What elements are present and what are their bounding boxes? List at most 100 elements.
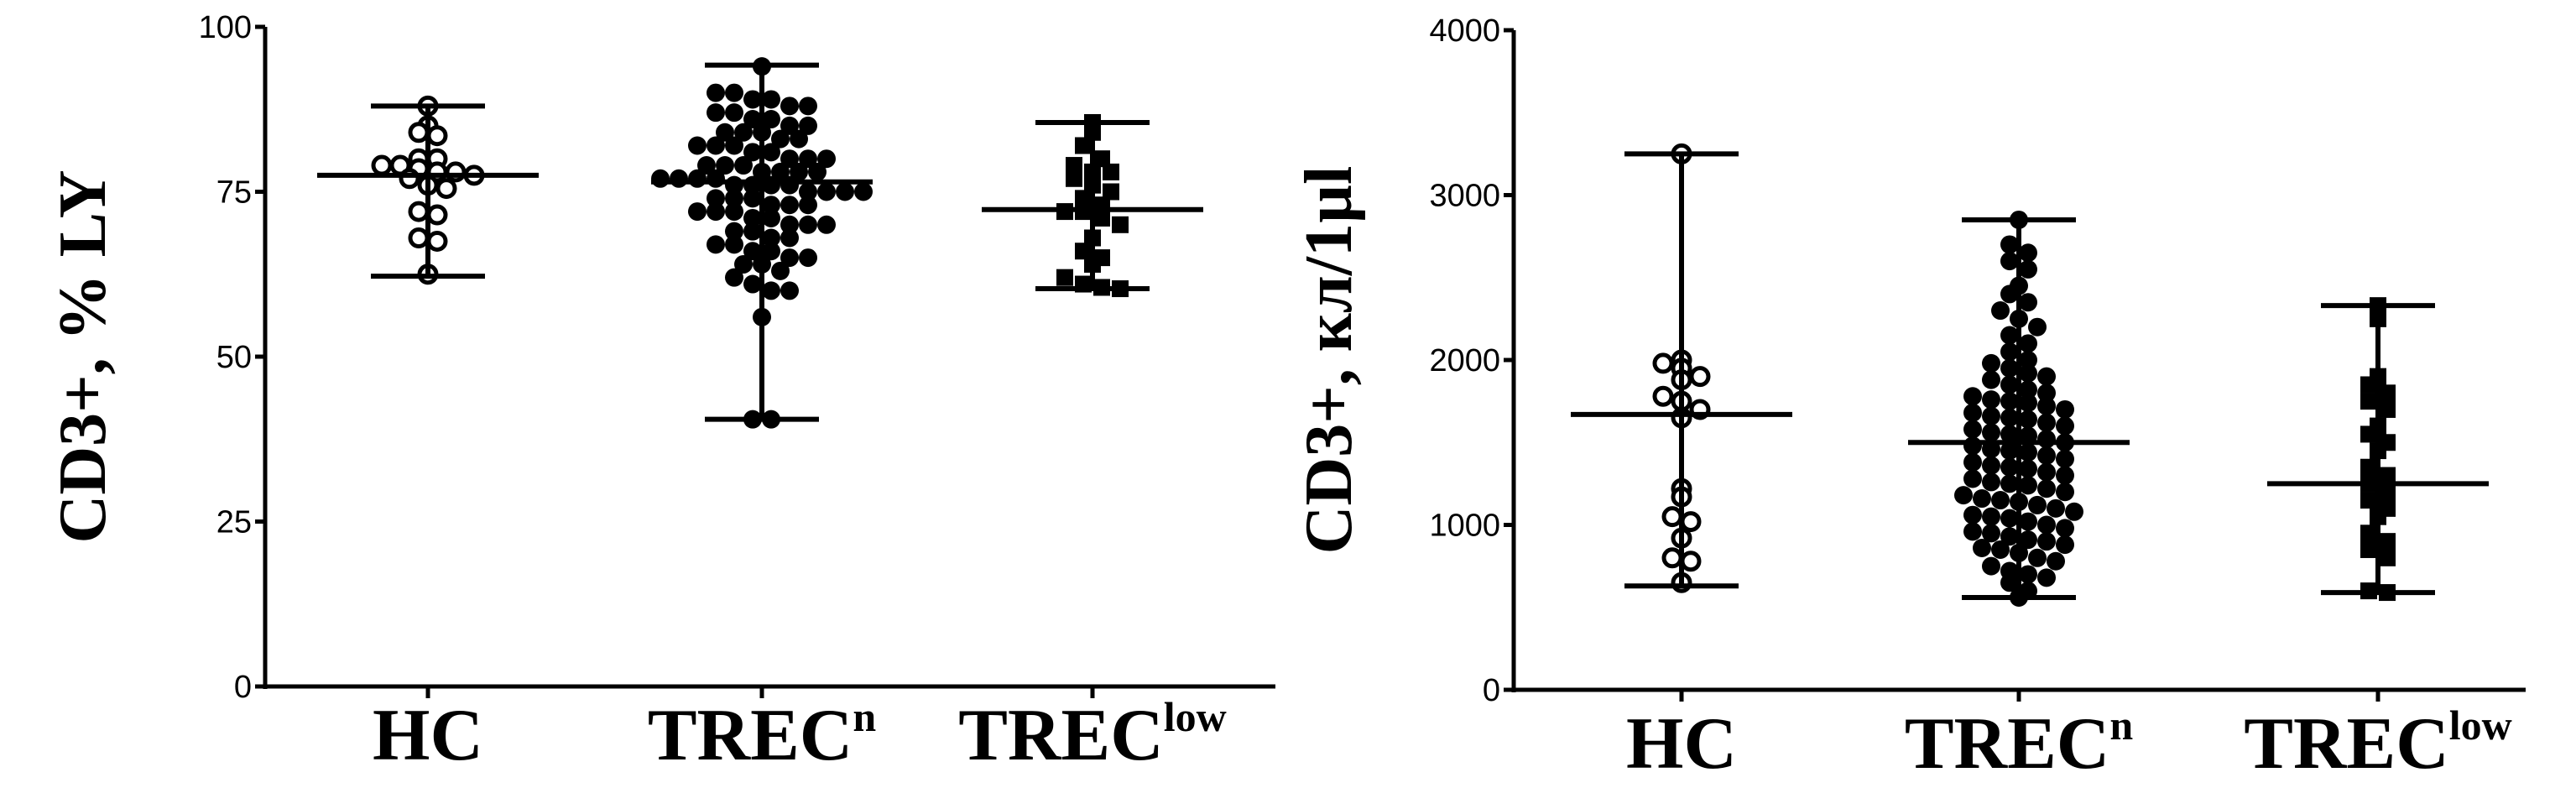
data-point	[771, 261, 790, 280]
data-point	[2360, 425, 2377, 443]
data-point	[1103, 163, 1119, 180]
data-point	[790, 162, 808, 181]
data-point	[2019, 530, 2037, 550]
x-category-label-hc: HC	[373, 695, 483, 776]
y-tick-label: 50	[216, 340, 252, 375]
y-tick-label: 100	[199, 10, 252, 45]
data-point	[2056, 483, 2074, 502]
data-point	[1963, 403, 1982, 422]
data-point	[688, 202, 707, 222]
data-point	[2360, 376, 2377, 394]
data-point	[725, 202, 743, 222]
data-point	[399, 168, 420, 190]
data-point	[743, 242, 762, 261]
data-point	[762, 281, 780, 300]
data-point	[1963, 505, 1982, 524]
data-point	[762, 143, 780, 162]
data-point	[799, 182, 817, 201]
data-point	[725, 103, 743, 123]
data-point	[2028, 317, 2047, 337]
data-point	[836, 182, 854, 201]
data-point	[725, 235, 743, 254]
y-tick-label: 0	[1483, 673, 1500, 708]
data-point	[1963, 387, 1982, 406]
data-point	[2000, 392, 2019, 411]
data-point	[2037, 384, 2056, 403]
data-point	[371, 154, 393, 176]
data-point	[2037, 413, 2056, 432]
data-point	[707, 202, 725, 222]
data-point	[2000, 441, 2019, 461]
data-point	[1963, 522, 1982, 541]
data-point	[2056, 466, 2074, 485]
data-point	[2000, 527, 2019, 546]
data-point	[780, 228, 799, 248]
y-axis-label: CD3+, % LY	[46, 170, 120, 544]
data-point	[2019, 351, 2037, 369]
data-point	[2379, 549, 2396, 566]
data-point	[426, 204, 448, 226]
data-point	[2000, 509, 2019, 528]
data-point	[1982, 472, 2000, 492]
data-point	[817, 182, 836, 201]
data-point	[2037, 397, 2056, 416]
x-category-label-trec-n: TRECn	[1905, 702, 2134, 784]
data-point	[2019, 512, 2037, 531]
data-point	[808, 162, 827, 181]
data-point	[854, 182, 873, 201]
data-point	[707, 189, 725, 208]
data-point	[1982, 556, 2000, 576]
data-point	[1103, 183, 1119, 201]
data-point	[2379, 483, 2396, 501]
y-tick-label: 4000	[1429, 13, 1500, 49]
data-point	[2019, 293, 2037, 312]
data-point	[734, 123, 753, 142]
data-point	[2047, 551, 2065, 571]
data-point	[762, 228, 780, 248]
data-point	[716, 123, 734, 142]
data-point	[780, 175, 799, 195]
data-point	[2000, 252, 2019, 271]
category-name: TREC	[958, 695, 1164, 776]
data-point	[2019, 459, 2037, 478]
data-point	[780, 97, 799, 116]
data-point	[734, 156, 753, 175]
data-point	[426, 230, 448, 252]
data-point	[817, 149, 836, 169]
data-point	[762, 242, 780, 261]
data-point	[1093, 150, 1110, 168]
category-superscript: low	[1164, 693, 1227, 740]
data-point	[1973, 489, 1991, 509]
data-point	[1982, 456, 2000, 475]
data-point	[1652, 385, 1674, 407]
data-point	[2019, 363, 2037, 383]
data-point	[408, 122, 430, 144]
data-point	[2019, 334, 2037, 353]
data-point	[688, 136, 707, 155]
data-point	[1075, 190, 1092, 207]
data-point	[2019, 443, 2037, 462]
data-point	[2028, 495, 2047, 514]
data-point	[2360, 458, 2377, 476]
y-tick-label: 0	[234, 670, 252, 705]
data-point	[1075, 137, 1092, 154]
data-point	[2000, 457, 2019, 477]
data-point	[780, 116, 799, 135]
data-point	[799, 116, 817, 135]
category-superscript: n	[2109, 702, 2133, 749]
data-point	[716, 156, 734, 175]
data-point	[780, 281, 799, 300]
data-point	[780, 149, 799, 169]
data-point	[1982, 353, 2000, 373]
data-point	[1991, 491, 2010, 510]
data-point	[1093, 209, 1110, 227]
data-point	[651, 169, 670, 188]
data-point	[725, 83, 743, 102]
category-name: TREC	[2244, 703, 2449, 784]
data-point	[743, 110, 762, 129]
data-point	[1066, 170, 1082, 187]
data-point	[2037, 446, 2056, 465]
data-point	[762, 110, 780, 129]
data-point	[2360, 540, 2377, 558]
